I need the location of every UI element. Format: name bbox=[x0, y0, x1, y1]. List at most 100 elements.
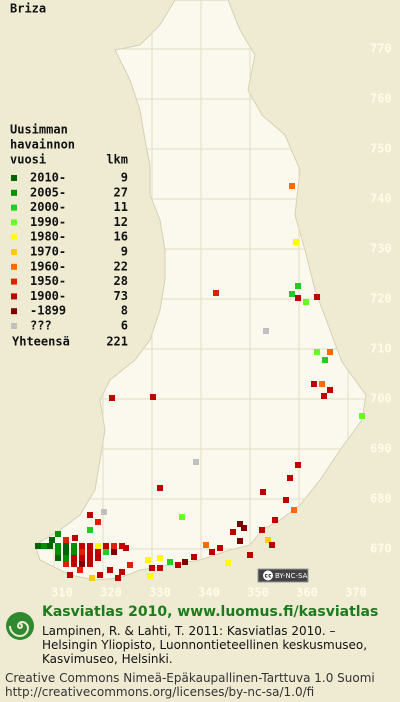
observation bbox=[295, 283, 301, 289]
observation bbox=[97, 572, 103, 578]
legend-label: 1990- bbox=[30, 215, 66, 229]
observation bbox=[327, 387, 333, 393]
license-badge: cc BY-NC-SA bbox=[257, 568, 309, 583]
observation bbox=[209, 549, 215, 555]
legend-label: 2010- bbox=[30, 171, 66, 185]
observation bbox=[111, 549, 117, 555]
legend-count: 9 bbox=[121, 245, 128, 259]
legend-swatch bbox=[11, 204, 17, 211]
observation bbox=[87, 527, 93, 533]
y-label: 670 bbox=[370, 542, 392, 556]
observation bbox=[67, 572, 73, 578]
observation bbox=[295, 462, 301, 468]
observation bbox=[193, 459, 199, 465]
observation bbox=[269, 542, 275, 548]
license-line: http://creativecommons.org/licenses/by-n… bbox=[5, 685, 315, 699]
legend-label: 2000- bbox=[30, 200, 66, 214]
observation bbox=[115, 575, 121, 581]
observation bbox=[263, 328, 269, 334]
y-label: 750 bbox=[370, 142, 392, 156]
legend-swatch bbox=[11, 278, 17, 285]
observation bbox=[95, 555, 101, 561]
observation bbox=[179, 514, 185, 520]
observation bbox=[225, 560, 231, 566]
observation bbox=[63, 537, 69, 543]
observation bbox=[157, 485, 163, 491]
legend-count: 73 bbox=[114, 289, 128, 303]
legend-label: 1970- bbox=[30, 245, 66, 259]
observation bbox=[87, 512, 93, 518]
observation bbox=[150, 394, 156, 400]
observation bbox=[63, 543, 69, 549]
observation bbox=[287, 475, 293, 481]
observation bbox=[71, 549, 77, 555]
observation bbox=[87, 543, 93, 549]
legend-swatch bbox=[11, 234, 17, 241]
observation bbox=[123, 545, 129, 551]
observation bbox=[111, 543, 117, 549]
observations bbox=[35, 183, 365, 581]
legend-count: 6 bbox=[121, 319, 128, 333]
observation bbox=[55, 555, 61, 561]
observation bbox=[55, 531, 61, 537]
observation bbox=[157, 555, 163, 561]
observation bbox=[157, 565, 163, 571]
observation bbox=[213, 290, 219, 296]
citation: Lampinen, R. & Lahti, T. 2011: Kasviatla… bbox=[42, 624, 367, 666]
observation bbox=[322, 357, 328, 363]
observation bbox=[63, 549, 69, 555]
legend-swatch bbox=[11, 189, 17, 196]
observation bbox=[319, 381, 325, 387]
observation bbox=[217, 545, 223, 551]
observation bbox=[247, 552, 253, 558]
observation bbox=[35, 543, 41, 549]
legend-label: 1900- bbox=[30, 289, 66, 303]
x-label: 330 bbox=[149, 586, 171, 600]
x-label: 310 bbox=[51, 586, 73, 600]
observation bbox=[103, 549, 109, 555]
y-label: 730 bbox=[370, 242, 392, 256]
legend-count: 11 bbox=[114, 200, 128, 214]
legend-swatch bbox=[11, 263, 17, 270]
observation bbox=[359, 413, 365, 419]
observation bbox=[289, 291, 295, 297]
legend-count: 27 bbox=[114, 185, 128, 199]
observation bbox=[283, 497, 289, 503]
legend-total: 221 bbox=[106, 335, 128, 349]
legend-label: ??? bbox=[30, 319, 52, 333]
observation bbox=[49, 537, 55, 543]
observation bbox=[71, 555, 77, 561]
license-line: Creative Commons Nimeä-Epäkaupallinen-Ta… bbox=[5, 671, 375, 685]
x-label: 350 bbox=[247, 586, 269, 600]
x-label: 360 bbox=[296, 586, 318, 600]
observation bbox=[95, 519, 101, 525]
observation bbox=[79, 549, 85, 555]
observation bbox=[55, 543, 61, 549]
observation bbox=[149, 565, 155, 571]
legend-label: 2005- bbox=[30, 185, 66, 199]
observation bbox=[87, 561, 93, 567]
observation bbox=[291, 507, 297, 513]
species-name: Briza bbox=[10, 2, 46, 16]
observation bbox=[272, 517, 278, 523]
observation bbox=[87, 549, 93, 555]
observation bbox=[260, 489, 266, 495]
observation bbox=[79, 561, 85, 567]
observation bbox=[147, 573, 153, 579]
observation bbox=[95, 549, 101, 555]
legend-count: 16 bbox=[114, 230, 128, 244]
y-label: 720 bbox=[370, 292, 392, 306]
x-label: 320 bbox=[100, 586, 122, 600]
footer-title: Kasviatlas 2010, www.luomus.fi/kasviatla… bbox=[42, 604, 379, 620]
observation bbox=[41, 543, 47, 549]
observation bbox=[303, 299, 309, 305]
badge-circle bbox=[263, 570, 273, 581]
y-label: 740 bbox=[370, 192, 392, 206]
observation bbox=[182, 559, 188, 565]
observation bbox=[119, 569, 125, 575]
legend-label: 1980- bbox=[30, 230, 66, 244]
observation bbox=[265, 537, 271, 543]
observation bbox=[167, 559, 173, 565]
legend-swatch bbox=[11, 293, 17, 300]
